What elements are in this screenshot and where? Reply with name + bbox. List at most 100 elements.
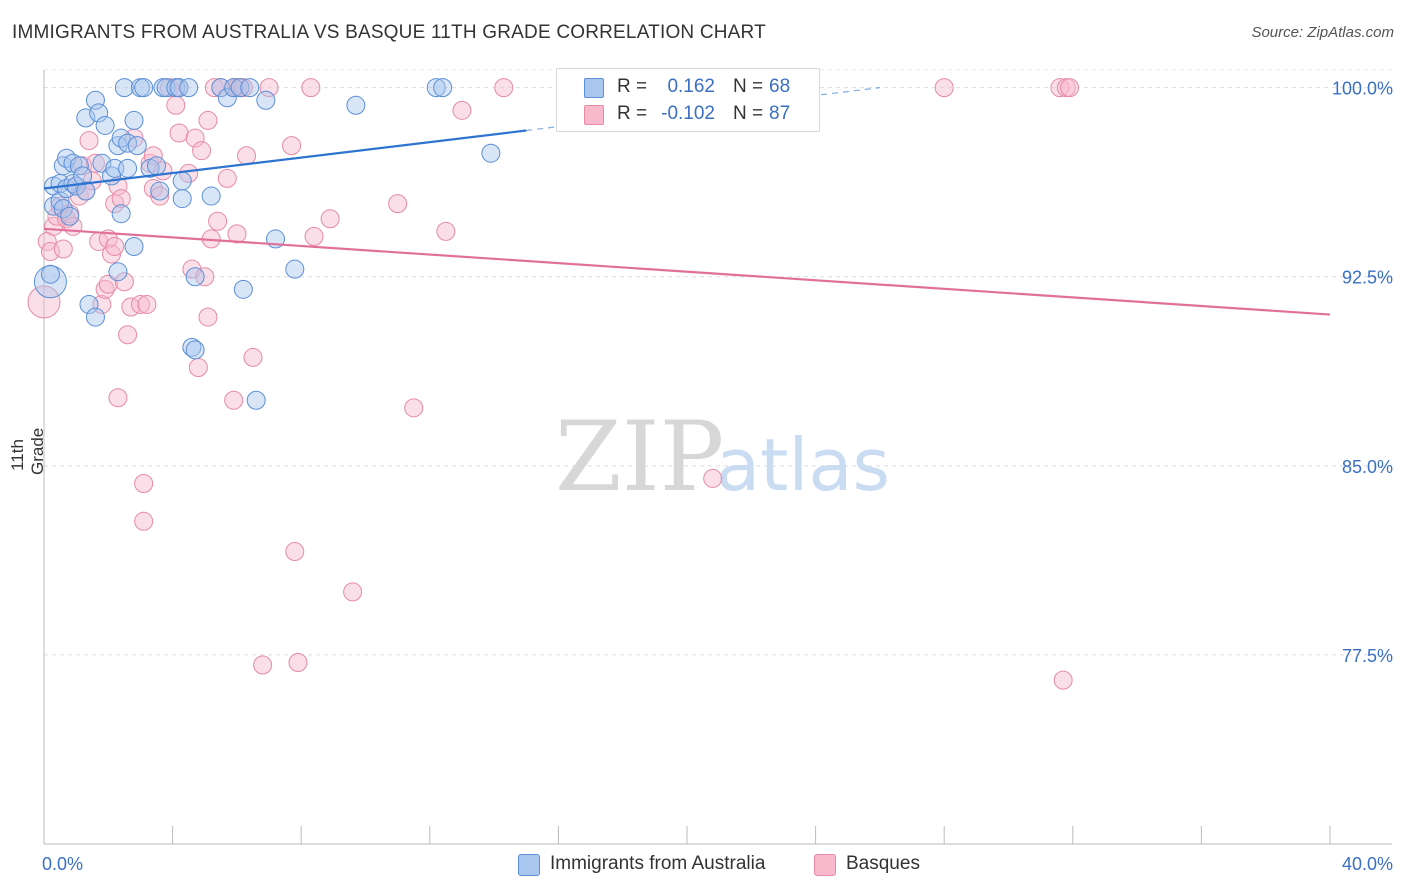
legend-label-australia: Immigrants from Australia [550,853,766,874]
australia-point [124,110,144,130]
australia-point [185,267,205,287]
basques-point [118,325,138,345]
australia-point [185,340,205,360]
basques-point [98,274,118,294]
basques-point [934,78,954,98]
basques-point [192,141,212,161]
basques-point [134,511,154,531]
chart-title: IMMIGRANTS FROM AUSTRALIA VS BASQUE 11TH… [12,22,766,43]
basques-point [137,294,157,314]
basques-point [243,347,263,367]
basques-point [452,100,472,120]
legend-n-value: 68 [769,76,791,97]
source-credit: Source: ZipAtlas.com [1251,24,1394,41]
australia-point [224,78,244,98]
series-legend: Immigrants from Australia Basques [0,852,1406,878]
australia-point [230,78,250,98]
basques-trend-line [43,227,1331,316]
australia-point [108,262,128,282]
basques-point [108,388,128,408]
basques-point [102,244,122,264]
australia-point [169,78,189,98]
basques-point [79,131,99,151]
basques-point [288,652,308,672]
basques-point [105,236,125,256]
basques-point [301,78,321,98]
axes [43,70,1392,845]
basques-point [237,146,257,166]
basques-point [494,78,514,98]
y-tick-label: 92.5% [1342,268,1393,288]
basques-point [404,398,424,418]
basques-point [1050,78,1070,98]
basques-point [143,146,163,166]
basques-point [85,153,105,173]
basques-point [285,542,305,562]
watermark: ZIP atlas [555,401,890,513]
basques-point [95,279,115,299]
legend-swatch-pink [814,854,836,876]
basques-point [436,221,456,241]
australia-point [50,191,70,211]
legend-label-basques: Basques [846,853,920,874]
legend-r-label: R = [617,76,648,97]
basques-point [282,136,302,156]
australia-point [481,143,501,163]
australia-point [114,78,134,98]
basques-point [150,186,170,206]
basques-point [111,189,131,209]
legend-r-value: -0.102 [661,103,715,124]
x-tick-label: 40.0% [1342,854,1393,874]
australia-point [53,199,73,219]
australia-point [246,390,266,410]
legend-n-value: 87 [769,103,791,124]
australia-point [201,186,221,206]
australia-point [346,95,366,115]
basques-point [27,285,61,319]
basques-point [224,390,244,410]
australia-point [124,236,144,256]
australia-point [85,90,105,110]
australia-point [433,78,453,98]
australia-point [40,264,60,284]
australia-point [79,294,99,314]
legend-n-label: N = [733,103,764,124]
basques-point [259,78,279,98]
basques-point [198,110,218,130]
basques-points [27,78,1080,690]
legend-r-value: 0.162 [667,76,715,97]
australia-point [134,78,154,98]
basques-point [130,294,150,314]
australia-point [89,103,109,123]
australia-point [127,136,147,156]
australia-point [85,307,105,327]
basques-point [188,357,208,377]
watermark-atlas: atlas [716,423,890,507]
x-tick-label: 0.0% [42,854,83,874]
basques-point [320,209,340,229]
australia-point [240,78,260,98]
australia-point [217,88,237,108]
basques-point [703,468,723,488]
australia-point [179,78,199,98]
legend-swatch-pink [584,105,604,125]
basques-point [253,655,273,675]
basques-point [179,163,199,183]
australia-point [33,265,67,299]
basques-point [50,196,70,216]
australia-point [285,259,305,279]
y-tick-label: 85.0% [1342,457,1393,477]
legend-swatch-blue [584,78,604,98]
australia-point [172,189,192,209]
legend-row-basques: R = -0.102 N = 87 [557,101,819,127]
basques-point [1060,78,1080,98]
australia-point [92,153,112,173]
australia-trend-line [43,129,527,190]
legend-swatch-blue [518,854,540,876]
tick-labels: 100.0% 92.5% 85.0% 77.5% 0.0% 40.0% [42,79,1393,874]
basques-point [217,168,237,188]
basques-point [204,78,224,98]
australia-point [76,181,96,201]
australia-point [95,115,115,135]
